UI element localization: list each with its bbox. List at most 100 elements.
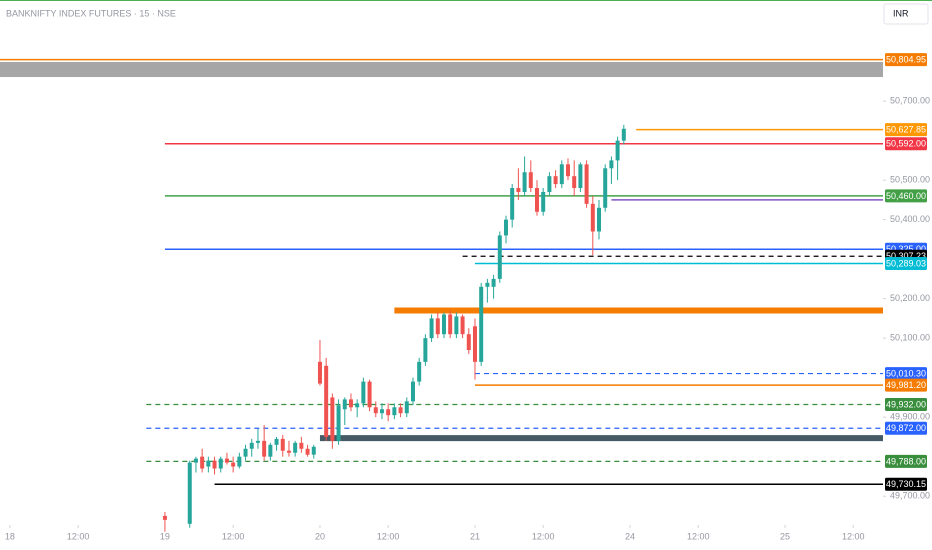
candle-body bbox=[280, 438, 285, 451]
price-label: 49,730.15 bbox=[886, 479, 926, 489]
x-tick-label: 25 bbox=[780, 531, 790, 541]
candle-body bbox=[330, 397, 335, 441]
candle-body bbox=[454, 316, 459, 335]
candle-body bbox=[348, 399, 353, 408]
candle-body bbox=[429, 318, 434, 339]
price-label: 50,804.95 bbox=[886, 55, 926, 65]
candle-body bbox=[342, 399, 347, 410]
candle-body bbox=[286, 450, 291, 453]
x-tick-label: 12:00 bbox=[67, 531, 90, 541]
candle-body bbox=[200, 456, 205, 469]
price-label: 49,981.20 bbox=[886, 380, 926, 390]
price-label-bg bbox=[885, 421, 927, 435]
candle-body bbox=[274, 438, 279, 445]
candle-body bbox=[479, 286, 484, 362]
x-tick-label: 12:00 bbox=[842, 531, 865, 541]
price-label: 50,010.30 bbox=[886, 368, 926, 378]
price-label-bg bbox=[885, 477, 927, 491]
candle-body bbox=[541, 191, 546, 212]
currency[interactable]: INR bbox=[893, 8, 909, 18]
x-tick-label: 12:00 bbox=[687, 531, 710, 541]
candle-body bbox=[249, 442, 254, 449]
candle-body bbox=[379, 409, 384, 414]
price-label-bg bbox=[885, 137, 927, 151]
y-tick-label: 50,700.00 bbox=[890, 96, 930, 106]
candle-body bbox=[187, 462, 192, 524]
candle-body bbox=[572, 176, 577, 189]
candle-body bbox=[423, 338, 428, 362]
candle-body bbox=[392, 407, 397, 416]
candle-body bbox=[224, 458, 229, 463]
x-tick-label: 12:00 bbox=[532, 531, 555, 541]
candle-body bbox=[460, 316, 465, 335]
candle-body bbox=[565, 164, 570, 177]
price-label: 50,627.85 bbox=[886, 125, 926, 135]
candle-body bbox=[373, 407, 378, 414]
candle-body bbox=[597, 207, 602, 232]
candle-body bbox=[367, 381, 372, 408]
candle-body bbox=[448, 314, 453, 335]
candle-body bbox=[410, 381, 415, 402]
candle-body bbox=[510, 188, 515, 220]
x-tick-label: 20 bbox=[315, 531, 325, 541]
candle-body bbox=[435, 318, 440, 335]
candle-body bbox=[578, 164, 583, 189]
candle-body bbox=[497, 235, 502, 279]
candle-body bbox=[162, 515, 167, 520]
price-label-bg bbox=[885, 454, 927, 468]
candle-body bbox=[336, 405, 341, 441]
candle-body bbox=[361, 381, 366, 404]
candle-body bbox=[293, 442, 298, 453]
candle-body bbox=[237, 456, 242, 467]
candle-body bbox=[528, 172, 533, 189]
y-tick-label: 50,500.00 bbox=[890, 175, 930, 185]
y-tick-label: 49,900.00 bbox=[890, 412, 930, 422]
y-tick-label: 50,200.00 bbox=[890, 293, 930, 303]
candle-body bbox=[522, 172, 527, 192]
x-tick-label: 12:00 bbox=[377, 531, 400, 541]
candle-body bbox=[355, 403, 360, 408]
x-tick-label: 12:00 bbox=[222, 531, 245, 541]
price-label-bg bbox=[885, 256, 927, 270]
price-label-bg bbox=[885, 123, 927, 137]
candle-body bbox=[299, 442, 304, 449]
x-tick-label: 18 bbox=[5, 531, 15, 541]
candle-body bbox=[417, 361, 422, 382]
candle-body bbox=[305, 448, 310, 455]
candle-body bbox=[404, 401, 409, 414]
currency-box[interactable] bbox=[883, 3, 929, 25]
candle-body bbox=[218, 458, 223, 469]
candle-body bbox=[317, 361, 322, 384]
candle-body bbox=[547, 176, 552, 192]
candle-body bbox=[262, 440, 267, 457]
candle-body bbox=[311, 446, 316, 455]
x-tick-label: 19 bbox=[160, 531, 170, 541]
candle-body bbox=[603, 168, 608, 208]
price-label-bg bbox=[885, 189, 927, 203]
candle-body bbox=[386, 409, 391, 416]
candle-body bbox=[491, 278, 496, 287]
price-label-bg bbox=[885, 53, 927, 67]
candle-body bbox=[503, 219, 508, 236]
zone bbox=[0, 62, 883, 78]
price-label: 49,872.00 bbox=[886, 423, 926, 433]
x-tick-label: 21 bbox=[470, 531, 480, 541]
price-label: 50,307.23 bbox=[886, 251, 926, 261]
candle-body bbox=[398, 407, 403, 414]
price-label-bg bbox=[885, 367, 927, 381]
candle-body bbox=[441, 314, 446, 335]
price-label: 50,460.00 bbox=[886, 191, 926, 201]
candle-body bbox=[584, 164, 589, 204]
candle-body bbox=[621, 128, 626, 141]
candle-body bbox=[485, 282, 490, 287]
candle-body bbox=[615, 140, 620, 161]
price-label: 50,289.03 bbox=[886, 258, 926, 268]
price-label: 49,788.00 bbox=[886, 456, 926, 466]
candle-body bbox=[268, 444, 273, 457]
candle-body bbox=[324, 365, 329, 437]
y-tick-label: 50,400.00 bbox=[890, 214, 930, 224]
y-tick-label: 49,700.00 bbox=[890, 491, 930, 501]
